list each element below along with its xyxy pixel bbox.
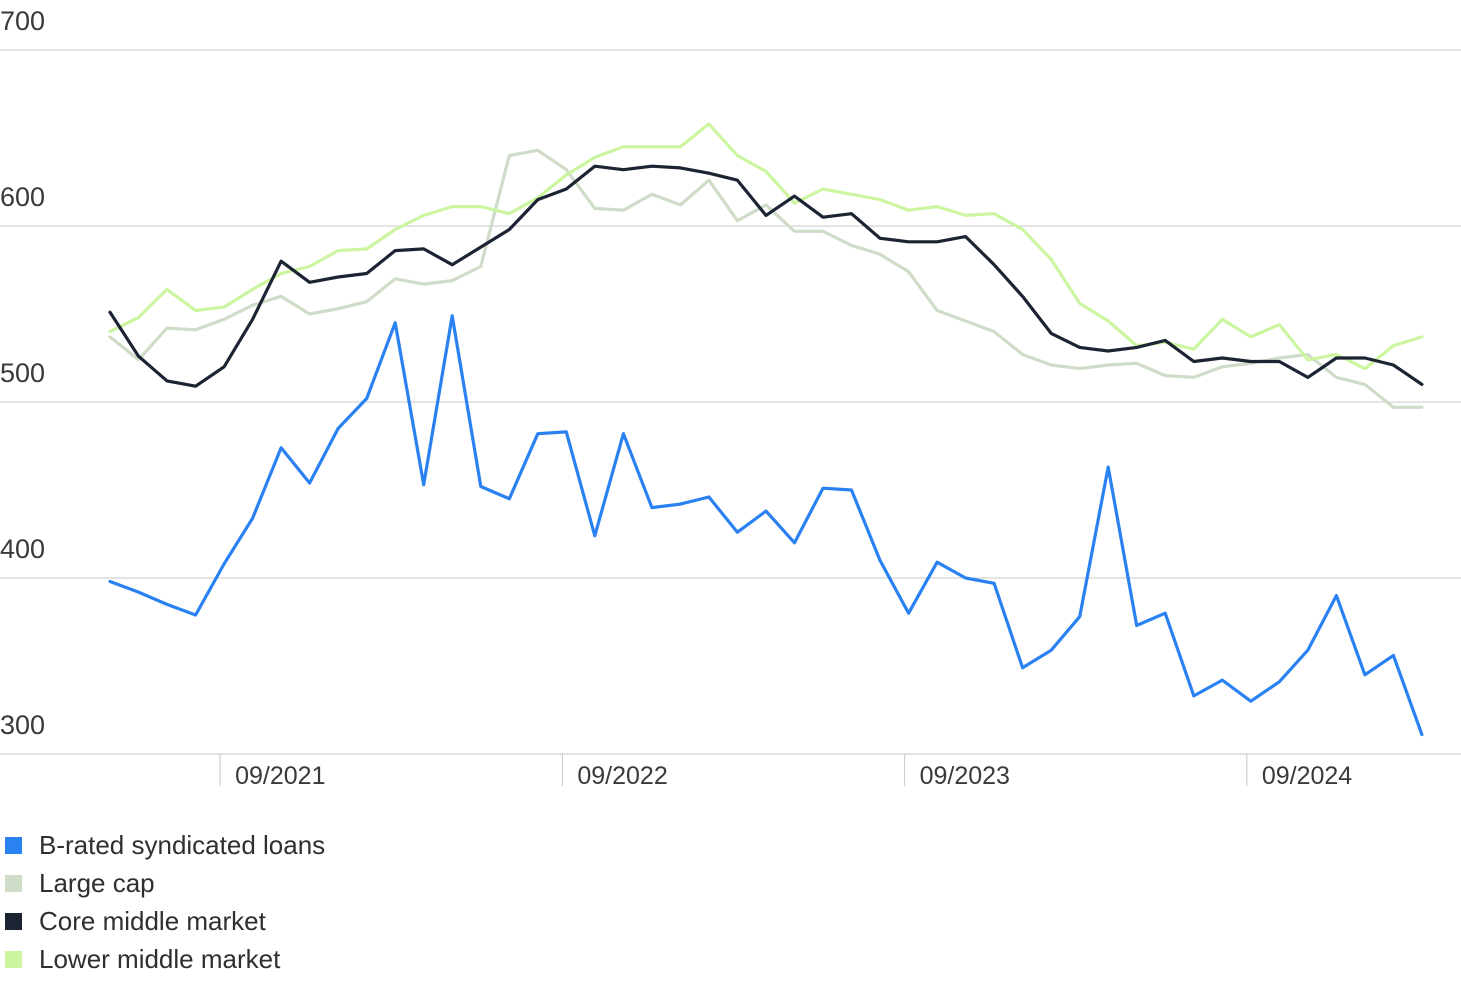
y-tick-label-700: 700 (0, 6, 45, 36)
y-tick-label-600: 600 (0, 182, 45, 212)
x-tick-label-09/2022: 09/2022 (577, 762, 667, 790)
legend-label: B-rated syndicated loans (39, 829, 326, 860)
legend-swatch-icon (5, 912, 22, 930)
series-line-core-middle-market (108, 164, 1424, 388)
legend-swatch-icon (5, 874, 22, 892)
y-tick-label-400: 400 (0, 534, 45, 564)
x-axis-ticks: 09/2021 09/2022 09/2023 09/2024 (219, 754, 1352, 790)
legend-item-b-rated-syndicated-loans: B-rated syndicated loans (0, 826, 325, 864)
x-tick-label-09/2023: 09/2023 (920, 762, 1010, 790)
legend-label: Lower middle market (39, 943, 281, 974)
y-tick-label-300: 300 (0, 710, 45, 740)
legend: B-rated syndicated loans Large cap Core … (0, 826, 325, 978)
legend-label: Core middle market (39, 905, 266, 936)
x-tick-label-09/2024: 09/2024 (1262, 762, 1352, 790)
x-tick-label-09/2021: 09/2021 (235, 762, 325, 790)
legend-item-lower-middle-market: Lower middle market (0, 940, 325, 978)
legend-item-large-cap: Large cap (0, 864, 325, 902)
series-line-lower-middle-market (108, 122, 1424, 371)
legend-label: Large cap (39, 867, 155, 898)
series-line-b-rated-syndicated-loans (108, 314, 1424, 737)
series-line-large-cap (108, 148, 1424, 409)
legend-item-core-middle-market: Core middle market (0, 902, 325, 940)
series-lines (108, 122, 1424, 737)
y-axis-tick-labels: 700 600 500 400 300 (0, 6, 45, 740)
gridlines (0, 49, 1461, 755)
legend-swatch-icon (5, 950, 22, 968)
y-tick-label-500: 500 (0, 358, 45, 388)
legend-swatch-icon (5, 836, 22, 854)
